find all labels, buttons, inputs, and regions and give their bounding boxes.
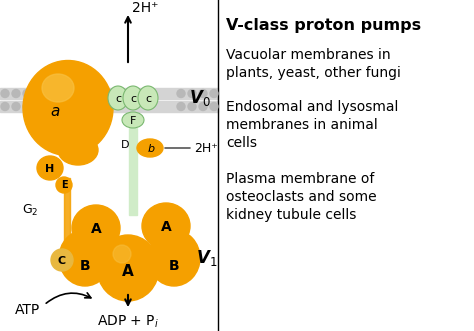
Bar xyxy=(129,128,137,215)
Circle shape xyxy=(188,103,196,111)
Circle shape xyxy=(188,89,196,98)
Circle shape xyxy=(12,103,20,111)
Circle shape xyxy=(177,103,185,111)
Ellipse shape xyxy=(37,156,63,180)
Text: F: F xyxy=(130,116,136,125)
Circle shape xyxy=(56,89,64,98)
Text: A: A xyxy=(122,264,134,279)
Circle shape xyxy=(210,89,218,98)
Circle shape xyxy=(34,103,42,111)
Circle shape xyxy=(45,89,53,98)
Text: H: H xyxy=(46,164,55,173)
Text: ADP + P$_i$: ADP + P$_i$ xyxy=(97,314,159,330)
Text: D: D xyxy=(121,140,129,150)
Circle shape xyxy=(1,103,9,111)
Ellipse shape xyxy=(23,61,113,156)
Text: 2H⁺: 2H⁺ xyxy=(132,1,158,15)
Text: A: A xyxy=(161,220,172,234)
Ellipse shape xyxy=(123,86,143,110)
Circle shape xyxy=(23,103,31,111)
Bar xyxy=(64,178,70,248)
Ellipse shape xyxy=(97,235,159,301)
Circle shape xyxy=(210,103,218,111)
Bar xyxy=(0,88,218,99)
Ellipse shape xyxy=(72,205,120,251)
Text: 2H⁺: 2H⁺ xyxy=(194,141,218,155)
Circle shape xyxy=(89,103,97,111)
Text: Plasma membrane of
osteoclasts and some
kidney tubule cells: Plasma membrane of osteoclasts and some … xyxy=(226,172,377,222)
Text: B: B xyxy=(169,259,179,273)
Circle shape xyxy=(34,89,42,98)
Ellipse shape xyxy=(56,177,72,193)
Text: G$_2$: G$_2$ xyxy=(22,203,38,217)
Ellipse shape xyxy=(59,230,111,286)
Text: Endosomal and lysosmal
membranes in animal
cells: Endosomal and lysosmal membranes in anim… xyxy=(226,100,398,150)
Circle shape xyxy=(67,103,75,111)
Text: a: a xyxy=(50,105,60,119)
Ellipse shape xyxy=(58,135,98,165)
Text: c: c xyxy=(145,93,151,104)
Circle shape xyxy=(89,89,97,98)
Text: Vacuolar membranes in
plants, yeast, other fungi: Vacuolar membranes in plants, yeast, oth… xyxy=(226,48,401,80)
Ellipse shape xyxy=(122,112,144,128)
Text: A: A xyxy=(91,222,101,236)
Circle shape xyxy=(56,103,64,111)
Text: V$_0$: V$_0$ xyxy=(189,88,211,108)
Circle shape xyxy=(67,89,75,98)
Ellipse shape xyxy=(108,86,128,110)
Circle shape xyxy=(177,89,185,98)
Text: V-class proton pumps: V-class proton pumps xyxy=(226,18,421,33)
Bar xyxy=(0,101,218,112)
Ellipse shape xyxy=(148,230,200,286)
Text: c: c xyxy=(115,93,121,104)
Circle shape xyxy=(23,89,31,98)
Text: C: C xyxy=(58,256,66,265)
Circle shape xyxy=(12,89,20,98)
Ellipse shape xyxy=(142,203,190,249)
Circle shape xyxy=(78,89,86,98)
Text: ATP: ATP xyxy=(15,303,41,317)
Ellipse shape xyxy=(137,139,163,157)
Ellipse shape xyxy=(51,249,73,271)
Circle shape xyxy=(199,89,207,98)
Ellipse shape xyxy=(113,245,131,263)
Circle shape xyxy=(199,103,207,111)
Circle shape xyxy=(78,103,86,111)
Text: V$_1$: V$_1$ xyxy=(196,248,218,268)
Text: b: b xyxy=(147,144,155,154)
Circle shape xyxy=(45,103,53,111)
Circle shape xyxy=(1,89,9,98)
Ellipse shape xyxy=(42,74,74,102)
Ellipse shape xyxy=(138,86,158,110)
Text: E: E xyxy=(61,180,67,191)
Text: c: c xyxy=(130,93,136,104)
Text: B: B xyxy=(80,259,91,273)
